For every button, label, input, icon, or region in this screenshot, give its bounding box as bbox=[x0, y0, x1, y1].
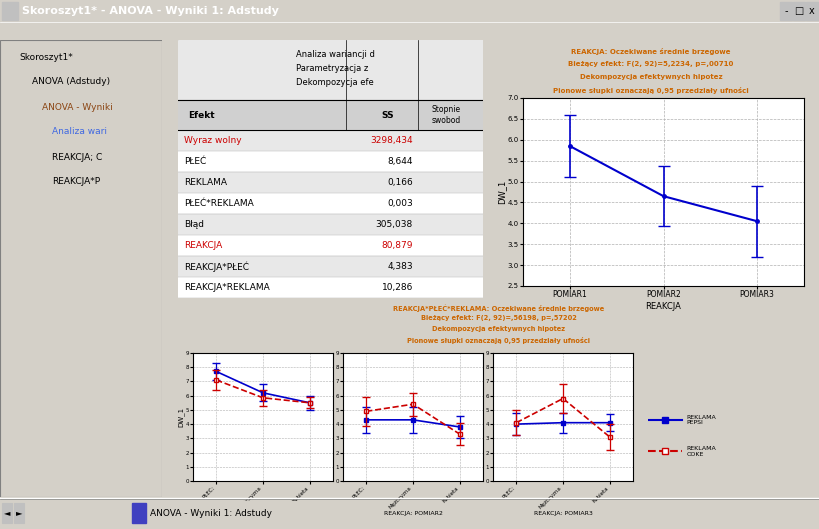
Text: Pionowe słupki oznaczają 0,95 przedziały ufności: Pionowe słupki oznaczają 0,95 przedziały… bbox=[407, 337, 590, 344]
Bar bbox=[178, 235, 483, 256]
Bar bbox=[2, 503, 12, 523]
Text: PŁEĆ*REKLAMA: PŁEĆ*REKLAMA bbox=[184, 199, 254, 208]
Text: Skoroszyt1*: Skoroszyt1* bbox=[19, 52, 73, 61]
Text: x: x bbox=[809, 6, 815, 16]
Text: ANOVA (Adstudy): ANOVA (Adstudy) bbox=[32, 78, 110, 87]
Text: Dekompozycja efektywnych hipotez: Dekompozycja efektywnych hipotez bbox=[580, 74, 722, 80]
Bar bbox=[178, 40, 483, 100]
Text: Bieżący efekt: F(2, 92)=5,2234, p=,00710: Bieżący efekt: F(2, 92)=5,2234, p=,00710 bbox=[568, 61, 734, 67]
Text: REAKCJA*P: REAKCJA*P bbox=[52, 178, 100, 187]
Text: REAKCJA*REKLAMA: REAKCJA*REKLAMA bbox=[184, 283, 269, 292]
Text: Analiza wari: Analiza wari bbox=[52, 127, 107, 136]
Text: Wyraz wolny: Wyraz wolny bbox=[184, 136, 242, 145]
Text: 305,038: 305,038 bbox=[376, 220, 413, 229]
Bar bbox=[178, 172, 483, 193]
X-axis label: REAKCJA: POMIAR1: REAKCJA: POMIAR1 bbox=[233, 511, 292, 516]
Text: ANOVA - Wyniki 1: Adstudy: ANOVA - Wyniki 1: Adstudy bbox=[150, 508, 272, 517]
Bar bbox=[178, 214, 483, 235]
Text: Parametryzacja z: Parametryzacja z bbox=[296, 64, 369, 73]
Bar bbox=[132, 503, 146, 523]
Text: Efekt: Efekt bbox=[188, 111, 215, 120]
Text: Analiza wariancji d: Analiza wariancji d bbox=[296, 50, 375, 59]
Text: REKLAMA
COKE: REKLAMA COKE bbox=[686, 446, 716, 457]
Text: ◄: ◄ bbox=[4, 508, 11, 517]
Text: REAKCJA; C: REAKCJA; C bbox=[52, 152, 102, 161]
X-axis label: REAKCJA: REAKCJA bbox=[645, 302, 681, 311]
Text: 3298,434: 3298,434 bbox=[370, 136, 413, 145]
Text: Stopnie
swobod: Stopnie swobod bbox=[432, 105, 460, 125]
X-axis label: REAKCJA: POMIAR2: REAKCJA: POMIAR2 bbox=[383, 511, 442, 516]
Text: 10,286: 10,286 bbox=[382, 283, 413, 292]
Bar bbox=[178, 193, 483, 214]
Text: ►: ► bbox=[16, 508, 22, 517]
Text: Dekompozycja efektywnych hipotez: Dekompozycja efektywnych hipotez bbox=[432, 326, 565, 332]
Text: REKLAMA: REKLAMA bbox=[184, 178, 227, 187]
Bar bbox=[130, 501, 340, 525]
Bar bbox=[178, 277, 483, 298]
Y-axis label: DW_1: DW_1 bbox=[497, 180, 506, 204]
Bar bbox=[806, 2, 818, 20]
Text: 0,166: 0,166 bbox=[387, 178, 413, 187]
Text: Pionowe słupki oznaczają 0,95 przedziały ufności: Pionowe słupki oznaczają 0,95 przedziały… bbox=[553, 87, 749, 94]
Bar bbox=[178, 100, 483, 130]
Bar bbox=[178, 256, 483, 277]
Text: Dekompozycja efe: Dekompozycja efe bbox=[296, 78, 373, 87]
Y-axis label: DW_1: DW_1 bbox=[177, 407, 184, 427]
Text: ANOVA - Wyniki: ANOVA - Wyniki bbox=[42, 103, 113, 112]
Text: □: □ bbox=[794, 6, 803, 16]
Text: SS: SS bbox=[382, 111, 394, 120]
Bar bbox=[780, 2, 792, 20]
Bar bbox=[178, 130, 483, 151]
Text: 0,003: 0,003 bbox=[387, 199, 413, 208]
Text: PŁEĆ: PŁEĆ bbox=[184, 157, 206, 166]
Text: REAKCJA*PŁEĆ: REAKCJA*PŁEĆ bbox=[184, 261, 249, 272]
Text: 8,644: 8,644 bbox=[387, 157, 413, 166]
Text: REAKCJA: Oczekiwane średnie brzegowe: REAKCJA: Oczekiwane średnie brzegowe bbox=[571, 48, 731, 55]
Bar bbox=[2, 2, 18, 20]
X-axis label: REAKCJA: POMIAR3: REAKCJA: POMIAR3 bbox=[533, 511, 592, 516]
Text: Bieżący efekt: F(2, 92)=,56198, p=,57202: Bieżący efekt: F(2, 92)=,56198, p=,57202 bbox=[421, 315, 577, 321]
Text: 4,383: 4,383 bbox=[387, 262, 413, 271]
Bar bbox=[14, 503, 24, 523]
Text: Błąd: Błąd bbox=[184, 220, 204, 229]
Text: REAKCJA: REAKCJA bbox=[184, 241, 222, 250]
Text: 80,879: 80,879 bbox=[382, 241, 413, 250]
Bar bbox=[178, 151, 483, 172]
Bar bbox=[793, 2, 805, 20]
Text: REKLAMA
PEPSI: REKLAMA PEPSI bbox=[686, 415, 716, 425]
Text: -: - bbox=[785, 6, 788, 16]
Text: Skoroszyt1* - ANOVA - Wyniki 1: Adstudy: Skoroszyt1* - ANOVA - Wyniki 1: Adstudy bbox=[22, 6, 279, 16]
Text: REAKCJA*PŁEĆ*REKLAMA: Oczekiwane średnie brzegowe: REAKCJA*PŁEĆ*REKLAMA: Oczekiwane średnie… bbox=[393, 304, 604, 312]
